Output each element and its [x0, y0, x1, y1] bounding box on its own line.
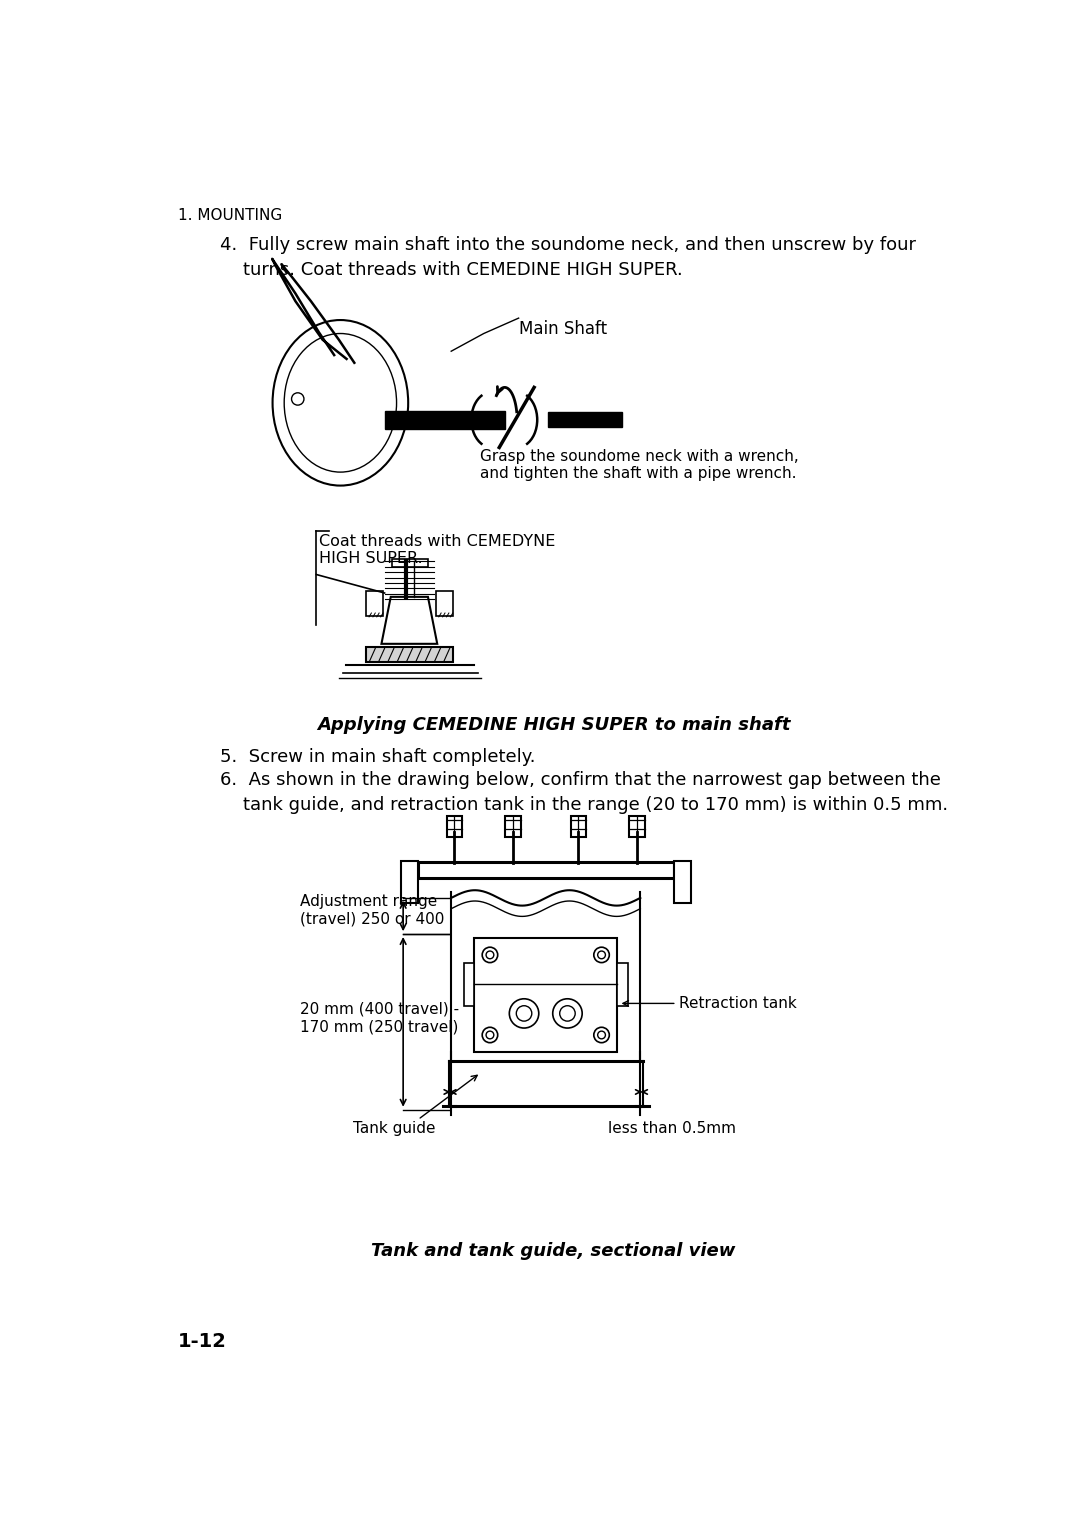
Text: Tank and tank guide, sectional view: Tank and tank guide, sectional view: [372, 1242, 735, 1261]
Text: Applying CEMEDINE HIGH SUPER to main shaft: Applying CEMEDINE HIGH SUPER to main sha…: [316, 717, 791, 733]
Bar: [674, 860, 691, 903]
Text: 1. MOUNTING: 1. MOUNTING: [177, 208, 282, 223]
Text: 1-12: 1-12: [177, 1332, 227, 1351]
Text: Adjustment range
(travel) 250 or 400: Adjustment range (travel) 250 or 400: [300, 894, 445, 926]
Circle shape: [482, 947, 498, 963]
Circle shape: [559, 1005, 576, 1021]
Circle shape: [553, 999, 582, 1028]
Bar: [366, 646, 453, 662]
Circle shape: [594, 947, 609, 963]
Text: Coat threads with CEMEDYNE
HIGH SUPER.: Coat threads with CEMEDYNE HIGH SUPER.: [320, 533, 556, 565]
Bar: [570, 816, 586, 837]
Circle shape: [597, 1031, 606, 1039]
Circle shape: [510, 999, 539, 1028]
Text: 20 mm (400 travel) -
170 mm (250 travel): 20 mm (400 travel) - 170 mm (250 travel): [300, 1002, 459, 1034]
Bar: [617, 963, 627, 1005]
Text: Grasp the soundome neck with a wrench,
and tighten the shaft with a pipe wrench.: Grasp the soundome neck with a wrench, a…: [480, 449, 798, 481]
Bar: [401, 860, 418, 903]
Bar: [392, 559, 428, 567]
Bar: [435, 591, 453, 616]
Circle shape: [516, 1005, 531, 1021]
Bar: [630, 816, 645, 837]
Text: 4.  Fully screw main shaft into the soundome neck, and then unscrew by four
    : 4. Fully screw main shaft into the sound…: [220, 235, 916, 278]
Text: 5.  Screw in main shaft completely.: 5. Screw in main shaft completely.: [220, 747, 536, 766]
Text: Main Shaft: Main Shaft: [518, 321, 607, 338]
Bar: [418, 862, 674, 879]
Polygon shape: [381, 597, 437, 643]
Text: Tank guide: Tank guide: [353, 1122, 436, 1137]
Text: less than 0.5mm: less than 0.5mm: [608, 1122, 735, 1137]
Bar: [366, 591, 383, 616]
Bar: [463, 963, 474, 1005]
Circle shape: [597, 950, 606, 958]
Circle shape: [482, 1027, 498, 1042]
Circle shape: [486, 950, 494, 958]
Bar: [548, 413, 622, 428]
Bar: [386, 411, 505, 429]
Bar: [446, 816, 462, 837]
Circle shape: [594, 1027, 609, 1042]
Bar: [505, 816, 521, 837]
Circle shape: [486, 1031, 494, 1039]
Bar: [474, 938, 617, 1051]
Text: 6.  As shown in the drawing below, confirm that the narrowest gap between the
  : 6. As shown in the drawing below, confir…: [220, 770, 948, 814]
Text: Retraction tank: Retraction tank: [679, 996, 797, 1012]
